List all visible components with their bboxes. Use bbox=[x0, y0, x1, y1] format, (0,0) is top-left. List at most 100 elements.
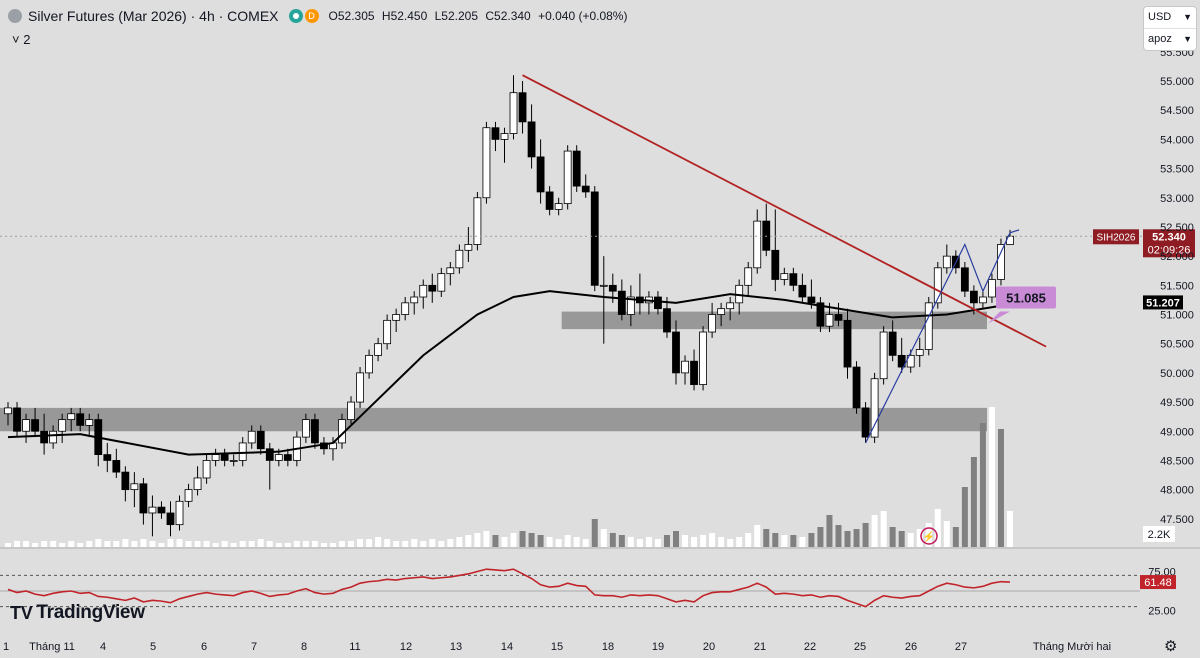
market-status-icon[interactable] bbox=[288, 9, 303, 23]
candle-body bbox=[509, 92, 518, 134]
price-tick-label: 55.000 bbox=[1160, 76, 1194, 88]
volume-bar bbox=[5, 543, 11, 547]
candle-body bbox=[744, 267, 753, 286]
unit-option[interactable]: apoz ▼ bbox=[1144, 29, 1196, 50]
rsi-tick-label: 25.00 bbox=[1148, 606, 1176, 618]
x-tick-label: 19 bbox=[652, 641, 664, 653]
volume-bar bbox=[257, 539, 264, 547]
candle-body bbox=[554, 203, 563, 210]
volume-bar bbox=[59, 543, 66, 547]
candle-body bbox=[789, 273, 798, 286]
x-tick-label: 1 bbox=[3, 641, 9, 653]
volume-bar bbox=[682, 535, 689, 547]
volume-bar bbox=[519, 531, 526, 547]
candle-body bbox=[888, 331, 897, 356]
volume-bar bbox=[140, 539, 147, 547]
volume-bar bbox=[339, 541, 345, 547]
indicator-toggle[interactable]: ˅ 2 bbox=[12, 32, 31, 47]
volume-bar bbox=[700, 535, 707, 547]
candle-body bbox=[76, 413, 85, 426]
x-tick-label: Tháng 11 bbox=[29, 641, 75, 653]
support-zones bbox=[0, 311, 987, 432]
price-tick-label: 52.500 bbox=[1160, 222, 1194, 234]
candle-body bbox=[599, 284, 608, 287]
ohlc-readout: O52.305 H52.450 L52.205 C52.340 +0.040 (… bbox=[329, 9, 632, 23]
candle-body bbox=[942, 255, 951, 269]
volume-bar bbox=[384, 539, 391, 547]
last-price-value: 52.340 bbox=[1152, 231, 1186, 243]
x-tick-label: 5 bbox=[150, 641, 156, 653]
volume-bar bbox=[591, 519, 598, 547]
x-tick-label: 20 bbox=[703, 641, 715, 653]
volume-bar bbox=[311, 541, 318, 547]
volume-bar bbox=[420, 541, 427, 547]
volume-bar bbox=[230, 543, 237, 547]
candle-body bbox=[4, 407, 12, 415]
volume-bar bbox=[609, 533, 616, 547]
x-tick-label: 27 bbox=[955, 641, 967, 653]
x-tick-label: 26 bbox=[905, 641, 917, 653]
volume-bar bbox=[582, 539, 589, 547]
x-tick-label: 8 bbox=[301, 641, 307, 653]
candle-body bbox=[969, 290, 978, 304]
candle-body bbox=[807, 296, 816, 304]
candle-body bbox=[446, 267, 455, 275]
candle-body bbox=[220, 454, 229, 461]
tradingview-logo[interactable]: TV TradingView bbox=[10, 602, 145, 624]
chart-title[interactable]: Silver Futures (Mar 2026) · 4h · COMEX bbox=[28, 8, 279, 24]
volume-bar bbox=[627, 537, 634, 547]
candle-body bbox=[527, 121, 536, 158]
candle-body bbox=[347, 401, 355, 420]
volume-bar bbox=[221, 541, 228, 547]
volume-bar bbox=[456, 537, 463, 547]
rsi-last-value: 61.48 bbox=[1144, 577, 1172, 589]
candle-body bbox=[356, 372, 364, 403]
volume-bar bbox=[528, 533, 535, 547]
candle-body bbox=[482, 127, 491, 199]
candle-body bbox=[175, 500, 184, 526]
volume-bar bbox=[68, 541, 75, 547]
candle-body bbox=[49, 430, 58, 444]
volume-bar bbox=[645, 537, 652, 547]
candle-body bbox=[572, 150, 581, 187]
volume-bar bbox=[320, 543, 327, 547]
gear-icon[interactable]: ⚙ bbox=[1164, 638, 1178, 655]
symbol-icon bbox=[8, 9, 22, 23]
x-tick-label: 4 bbox=[100, 641, 106, 653]
chevron-down-icon: ▼ bbox=[1183, 34, 1192, 44]
delayed-badge[interactable]: D bbox=[304, 9, 319, 23]
volume-bar bbox=[573, 537, 580, 547]
volume-bar bbox=[799, 537, 806, 547]
candle-body bbox=[825, 314, 834, 327]
candle-body bbox=[464, 244, 473, 251]
volume-bar bbox=[952, 527, 959, 547]
price-tick-label: 51.500 bbox=[1160, 280, 1194, 292]
wave-line bbox=[865, 229, 1020, 444]
volume-bar bbox=[853, 529, 860, 547]
candle-body bbox=[238, 442, 247, 461]
currency-selector[interactable]: USD ▼ apoz ▼ bbox=[1143, 6, 1197, 51]
trendline bbox=[522, 74, 1047, 348]
candle-body bbox=[933, 267, 942, 304]
rsi-line bbox=[7, 568, 1011, 608]
candle-body bbox=[608, 284, 617, 292]
x-tick-label: 15 bbox=[551, 641, 563, 653]
volume-bar bbox=[537, 535, 544, 547]
volume-bar bbox=[970, 457, 977, 547]
candle-body bbox=[40, 430, 49, 444]
volume-bar bbox=[348, 541, 355, 547]
x-tick-label: 14 bbox=[501, 641, 513, 653]
volume-bar bbox=[736, 537, 743, 547]
volume-bar bbox=[600, 529, 607, 547]
currency-option[interactable]: USD ▼ bbox=[1144, 7, 1196, 29]
volume-bar bbox=[745, 533, 752, 547]
candle-body bbox=[617, 290, 626, 315]
volume-bar bbox=[32, 543, 39, 547]
candle-body bbox=[563, 150, 572, 205]
candle-body bbox=[283, 454, 292, 461]
volume-bar bbox=[988, 407, 995, 547]
candle-body bbox=[581, 185, 590, 193]
volume-bar bbox=[564, 535, 571, 547]
candle-body bbox=[518, 92, 527, 123]
